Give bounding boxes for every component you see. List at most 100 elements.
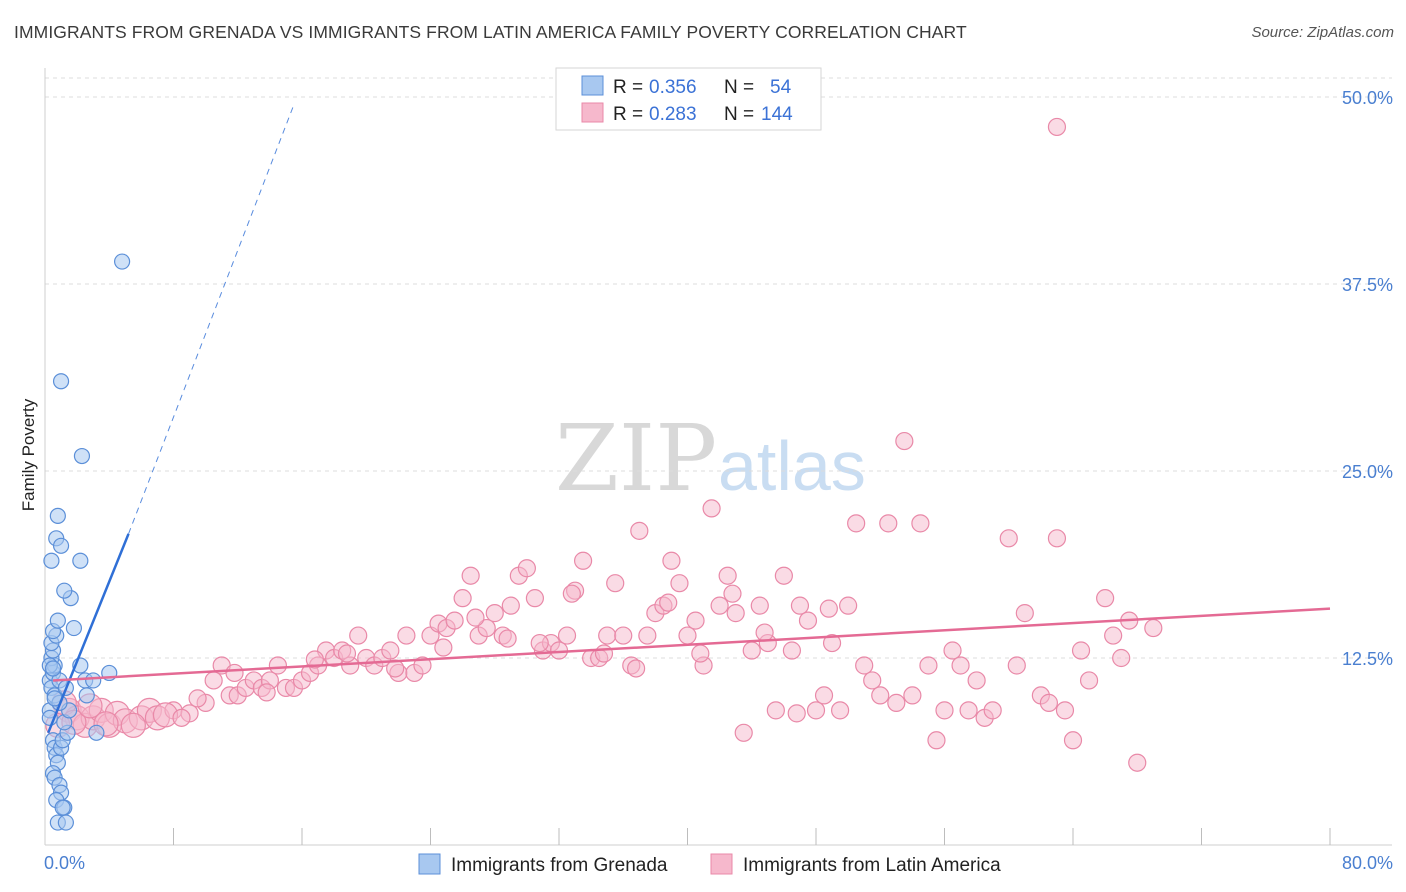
latin-america-point-104 xyxy=(927,731,946,750)
latin-america-point-122 xyxy=(1096,589,1115,608)
latin-america-trend-line xyxy=(52,607,1331,682)
grenada-trend-extension xyxy=(128,104,295,535)
latin-america-point-141 xyxy=(337,644,357,663)
latin-america-point-44 xyxy=(445,611,464,630)
x-tick-label-min: 0.0% xyxy=(44,853,85,873)
bottom-legend-swatch-latin-america xyxy=(710,853,733,875)
latin-america-point-96 xyxy=(863,671,882,690)
legend-n-label-2: N = xyxy=(724,104,754,125)
latin-america-point-134 xyxy=(120,712,146,738)
latin-america-point-89 xyxy=(806,701,826,720)
bottom-legend-label-grenada: Immigrants from Grenada xyxy=(451,855,668,876)
latin-america-point-46 xyxy=(461,566,480,585)
latin-america-point-65 xyxy=(614,626,633,645)
latin-america-point-148 xyxy=(594,644,614,663)
grenada-point-31 xyxy=(43,552,60,569)
latin-america-point-139 xyxy=(257,683,276,702)
latin-america-point-77 xyxy=(710,596,729,615)
grenada-point-10 xyxy=(49,612,66,629)
x-tick-label-max: 80.0% xyxy=(1342,853,1393,873)
legend-r-label-2: R = xyxy=(613,104,643,125)
legend-r-value-1: 0.356 xyxy=(649,77,697,98)
latin-america-point-154 xyxy=(787,704,806,723)
latin-america-point-114 xyxy=(1015,604,1034,623)
latin-america-point-150 xyxy=(659,593,678,612)
y-tick-label-3: 50.0% xyxy=(1342,88,1393,108)
latin-america-point-76 xyxy=(702,499,721,518)
grenada-point-36 xyxy=(49,507,66,524)
y-tick-label-1: 25.0% xyxy=(1342,462,1393,482)
latin-america-point-118 xyxy=(1055,701,1075,720)
latin-america-point-117 xyxy=(1047,529,1067,548)
latin-america-point-119 xyxy=(1063,731,1083,750)
legend-n-value-2: 144 xyxy=(761,104,793,125)
latin-america-point-22 xyxy=(268,656,288,675)
latin-america-point-81 xyxy=(742,641,761,660)
latin-america-point-152 xyxy=(723,584,742,603)
latin-america-point-49 xyxy=(485,604,504,623)
grenada-point-35 xyxy=(56,582,73,599)
latin-america-point-53 xyxy=(517,559,536,578)
latin-america-point-97 xyxy=(871,686,890,705)
latin-america-point-40 xyxy=(413,656,432,675)
latin-america-point-54 xyxy=(525,589,545,608)
latin-america-point-72 xyxy=(670,574,689,593)
latin-america-point-48 xyxy=(477,618,496,638)
latin-america-point-45 xyxy=(453,589,472,608)
latin-america-point-121 xyxy=(1079,671,1099,690)
grenada-point-33 xyxy=(52,537,70,554)
latin-america-point-146 xyxy=(530,633,549,653)
latin-america-point-103 xyxy=(919,656,938,675)
correlation-legend: R = 0.356 N = 54 R = 0.283 N = 144 xyxy=(555,67,822,131)
latin-america-point-14 xyxy=(204,671,223,690)
latin-america-point-78 xyxy=(718,566,737,585)
latin-america-point-67 xyxy=(630,521,649,540)
latin-america-point-60 xyxy=(573,551,593,570)
latin-america-point-108 xyxy=(959,701,978,720)
latin-america-point-127 xyxy=(1144,618,1163,638)
latin-america-point-106 xyxy=(943,641,962,660)
latin-america-point-90 xyxy=(814,686,834,705)
y-tick-label-2: 37.5% xyxy=(1342,275,1393,295)
grenada-points xyxy=(41,253,131,831)
grenada-point-40 xyxy=(85,672,102,689)
latin-america-point-147 xyxy=(562,584,581,603)
grenada-point-47 xyxy=(113,253,131,270)
latin-america-point-111 xyxy=(983,701,1002,720)
grenada-point-38 xyxy=(65,619,83,637)
latin-america-point-99 xyxy=(887,693,906,712)
latin-america-point-87 xyxy=(790,596,810,615)
latin-america-point-84 xyxy=(766,701,785,720)
latin-america-point-105 xyxy=(935,701,954,720)
trend-lines xyxy=(47,104,1331,734)
latin-america-point-143 xyxy=(434,638,453,657)
latin-america-point-80 xyxy=(734,723,753,742)
latin-america-point-74 xyxy=(686,611,705,630)
latin-america-point-138 xyxy=(225,663,244,683)
latin-america-point-123 xyxy=(1104,626,1123,645)
latin-america-point-124 xyxy=(1112,648,1131,668)
grenada-point-46 xyxy=(73,447,91,465)
legend-r-label-1: R = xyxy=(613,77,643,98)
latin-america-point-153 xyxy=(755,623,774,642)
grenada-point-49 xyxy=(44,660,62,677)
grenada-point-25 xyxy=(57,814,74,831)
latin-america-point-82 xyxy=(750,596,769,615)
latin-america-point-68 xyxy=(638,626,657,645)
bottom-legend-label-latin-america: Immigrants from Latin America xyxy=(743,855,1001,876)
latin-america-point-98 xyxy=(879,514,898,533)
latin-america-point-91 xyxy=(822,633,842,653)
latin-america-point-145 xyxy=(498,629,517,648)
latin-america-point-71 xyxy=(662,551,681,570)
latin-america-point-116 xyxy=(1039,693,1059,712)
latin-america-point-126 xyxy=(1128,753,1147,772)
latin-america-point-79 xyxy=(726,604,745,623)
latin-america-point-92 xyxy=(830,701,850,720)
chart-title: IMMIGRANTS FROM GRENADA VS IMMIGRANTS FR… xyxy=(14,22,967,42)
latin-america-point-109 xyxy=(967,671,986,690)
watermark-zip: ZIP xyxy=(555,405,717,512)
latin-america-point-100 xyxy=(895,431,914,451)
latin-america-point-101 xyxy=(903,686,922,705)
latin-america-point-149 xyxy=(626,659,646,678)
source-credit: Source: ZipAtlas.com xyxy=(1251,24,1394,41)
